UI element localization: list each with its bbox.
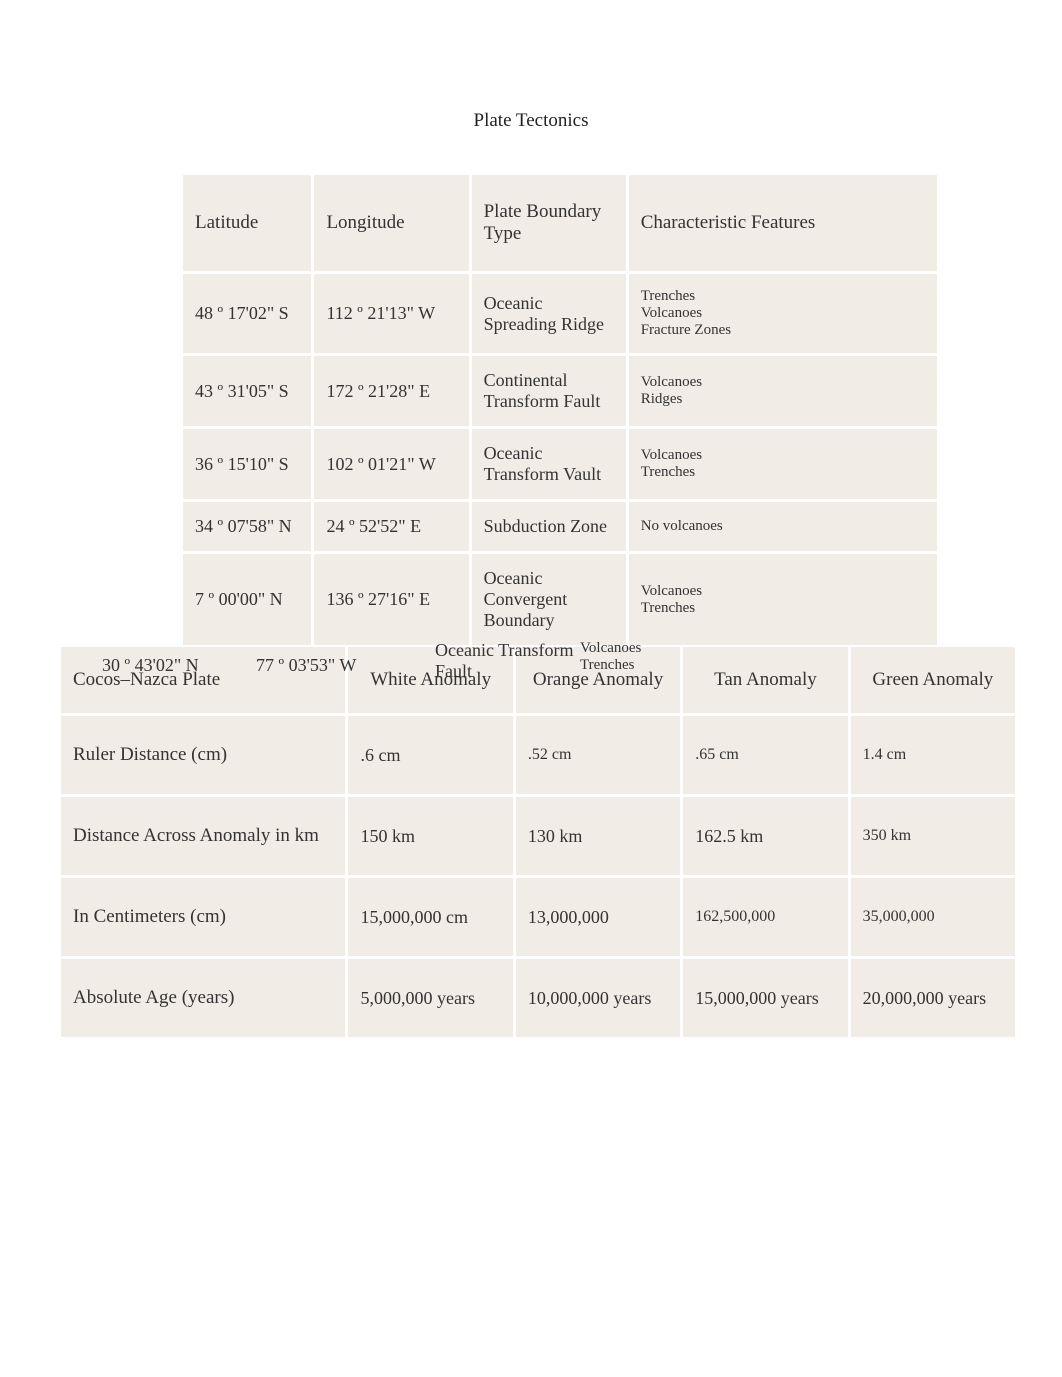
cell-features: Volcanoes Trenches: [629, 554, 937, 645]
table-row: 34 º 07'58" N 24 º 52'52" E Subduction Z…: [183, 502, 937, 551]
cell-val: 5,000,000 years: [348, 959, 512, 1037]
col-white: White Anomaly: [348, 647, 512, 713]
cell-boundary: Continental Transform Fault: [472, 356, 626, 426]
table-row: 36 º 15'10" S 102 º 01'21" W Oceanic Tra…: [183, 429, 937, 499]
table-row: Absolute Age (years) 5,000,000 years 10,…: [61, 959, 1015, 1037]
table-row: Ruler Distance (cm) .6 cm .52 cm .65 cm …: [61, 716, 1015, 794]
cell-val: 15,000,000 years: [683, 959, 847, 1037]
cell-val: 1.4 cm: [851, 716, 1015, 794]
cell-lat: 48 º 17'02" S: [183, 274, 311, 353]
cell-val: 150 km: [348, 797, 512, 875]
cell-val: 130 km: [516, 797, 680, 875]
cell-val: 350 km: [851, 797, 1015, 875]
page-title: Plate Tectonics: [30, 110, 1032, 132]
table-row: 7 º 00'00" N 136 º 27'16" E Oceanic Conv…: [183, 554, 937, 645]
row-label: Distance Across Anomaly in km: [61, 797, 345, 875]
cell-val: .52 cm: [516, 716, 680, 794]
col-longitude: Longitude: [314, 175, 468, 271]
cell-val: 13,000,000: [516, 878, 680, 956]
cell-val: .65 cm: [683, 716, 847, 794]
cell-lon: 102 º 01'21" W: [314, 429, 468, 499]
cell-val: 20,000,000 years: [851, 959, 1015, 1037]
table-row: 48 º 17'02" S 112 º 21'13" W Oceanic Spr…: [183, 274, 937, 353]
row-label: Ruler Distance (cm): [61, 716, 345, 794]
cell-boundary: Oceanic Spreading Ridge: [472, 274, 626, 353]
cell-boundary: Subduction Zone: [472, 502, 626, 551]
page-container: Plate Tectonics Latitude Longitude Plate…: [0, 0, 1062, 1100]
cell-lon: 24 º 52'52" E: [314, 502, 468, 551]
cell-val: 35,000,000: [851, 878, 1015, 956]
cell-boundary: Oceanic Transform Vault: [472, 429, 626, 499]
col-green: Green Anomaly: [851, 647, 1015, 713]
cell-val: 162,500,000: [683, 878, 847, 956]
cell-features: Volcanoes Ridges: [629, 356, 937, 426]
table-header-row: Cocos–Nazca Plate White Anomaly Orange A…: [61, 647, 1015, 713]
col-boundary: Plate Boundary Type: [472, 175, 626, 271]
cell-lat: 34 º 07'58" N: [183, 502, 311, 551]
col-latitude: Latitude: [183, 175, 311, 271]
row-label: In Centimeters (cm): [61, 878, 345, 956]
cell-lon: 112 º 21'13" W: [314, 274, 468, 353]
cell-val: 15,000,000 cm: [348, 878, 512, 956]
col-plate: Cocos–Nazca Plate: [61, 647, 345, 713]
table-header-row: Latitude Longitude Plate Boundary Type C…: [183, 175, 937, 271]
cell-val: 162.5 km: [683, 797, 847, 875]
cell-lat: 7 º 00'00" N: [183, 554, 311, 645]
boundary-table: Latitude Longitude Plate Boundary Type C…: [180, 172, 940, 648]
cell-boundary: Oceanic Convergent Boundary: [472, 554, 626, 645]
table-row: Distance Across Anomaly in km 150 km 130…: [61, 797, 1015, 875]
cell-features: Volcanoes Trenches: [629, 429, 937, 499]
col-tan: Tan Anomaly: [683, 647, 847, 713]
cell-lat: 36 º 15'10" S: [183, 429, 311, 499]
cell-lon: 172 º 21'28" E: [314, 356, 468, 426]
cell-lon: 136 º 27'16" E: [314, 554, 468, 645]
row-label: Absolute Age (years): [61, 959, 345, 1037]
cell-val: 10,000,000 years: [516, 959, 680, 1037]
cell-features: Trenches Volcanoes Fracture Zones: [629, 274, 937, 353]
cell-lat: 43 º 31'05" S: [183, 356, 311, 426]
col-orange: Orange Anomaly: [516, 647, 680, 713]
table-row: 43 º 31'05" S 172 º 21'28" E Continental…: [183, 356, 937, 426]
table-row: In Centimeters (cm) 15,000,000 cm 13,000…: [61, 878, 1015, 956]
cell-val: .6 cm: [348, 716, 512, 794]
anomaly-table: Cocos–Nazca Plate White Anomaly Orange A…: [58, 644, 1018, 1040]
col-features: Characteristic Features: [629, 175, 937, 271]
cell-features: No volcanoes: [629, 502, 937, 551]
